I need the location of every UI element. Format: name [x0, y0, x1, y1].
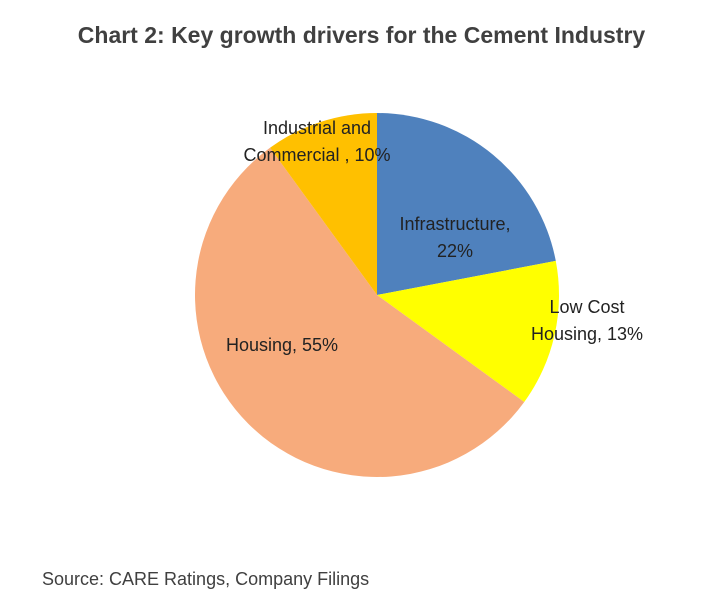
data-label: Infrastructure, 22% [399, 214, 510, 261]
pie-slice-housing [195, 147, 525, 477]
data-label: Low Cost Housing, 13% [531, 297, 643, 344]
data-label-line: Commercial , 10% [243, 145, 390, 165]
data-label-line: Housing, 55% [226, 335, 338, 355]
data-label-line: Low Cost [549, 297, 624, 317]
data-label-line: Housing, 13% [531, 324, 643, 344]
data-label-line: 22% [437, 241, 473, 261]
source-note: Source: CARE Ratings, Company Filings [42, 569, 370, 589]
data-label: Industrial and Commercial , 10% [243, 118, 390, 165]
pie-slice-infrastructure [377, 113, 556, 295]
data-label-line: Infrastructure, [399, 214, 510, 234]
chart-title: Chart 2: Key growth drivers for the Ceme… [77, 22, 646, 48]
data-label-line: Industrial and [263, 118, 371, 138]
data-label: Housing, 55% [226, 335, 338, 355]
pie-slice-industrial-and-commercial [270, 113, 377, 295]
pie-slice-low-cost-housing [377, 260, 560, 402]
